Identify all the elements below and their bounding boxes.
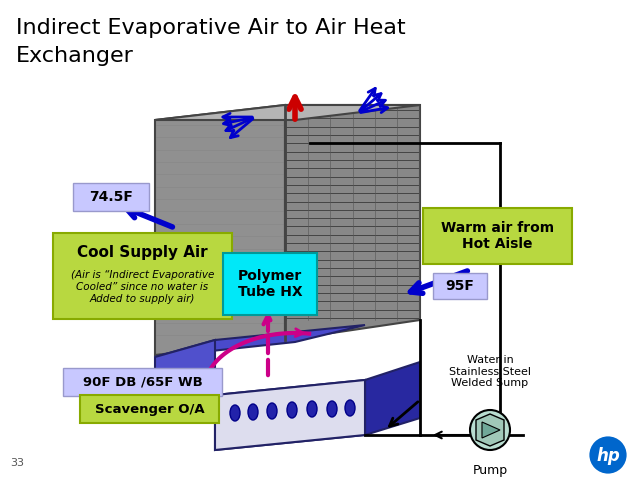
FancyBboxPatch shape: [80, 395, 219, 423]
Text: Cool Supply Air: Cool Supply Air: [77, 246, 208, 261]
Polygon shape: [215, 380, 365, 450]
Text: 33: 33: [10, 458, 24, 468]
Text: 90F DB /65F WB: 90F DB /65F WB: [83, 376, 203, 388]
Text: Exchanger: Exchanger: [16, 46, 134, 66]
Polygon shape: [365, 362, 420, 435]
Ellipse shape: [230, 405, 240, 421]
Ellipse shape: [267, 403, 277, 419]
Circle shape: [588, 435, 628, 475]
Text: Water in
Stainless Steel
Welded Sump: Water in Stainless Steel Welded Sump: [449, 355, 531, 388]
Ellipse shape: [248, 404, 258, 420]
Polygon shape: [285, 105, 420, 340]
Ellipse shape: [345, 400, 355, 416]
Polygon shape: [215, 380, 365, 450]
Text: 74.5F: 74.5F: [89, 190, 133, 204]
FancyBboxPatch shape: [223, 253, 317, 315]
Ellipse shape: [307, 401, 317, 417]
FancyBboxPatch shape: [423, 208, 572, 264]
Polygon shape: [155, 105, 420, 120]
Circle shape: [470, 410, 510, 450]
Ellipse shape: [287, 402, 297, 418]
Polygon shape: [482, 422, 500, 438]
Text: 95F: 95F: [445, 279, 475, 293]
Text: Warm air from
Hot Aisle: Warm air from Hot Aisle: [441, 221, 554, 251]
Text: hp: hp: [596, 447, 620, 465]
FancyBboxPatch shape: [73, 183, 149, 211]
Polygon shape: [155, 105, 285, 355]
Ellipse shape: [327, 401, 337, 417]
FancyBboxPatch shape: [53, 233, 232, 319]
Polygon shape: [155, 340, 215, 413]
Text: (Air is “Indirect Evaporative
Cooled” since no water is
Added to supply air): (Air is “Indirect Evaporative Cooled” si…: [71, 271, 214, 304]
Text: Indirect Evaporative Air to Air Heat: Indirect Evaporative Air to Air Heat: [16, 18, 406, 38]
FancyBboxPatch shape: [63, 368, 222, 396]
FancyBboxPatch shape: [433, 273, 487, 299]
Text: Scavenger O/A: Scavenger O/A: [95, 402, 205, 415]
Polygon shape: [155, 325, 365, 357]
Polygon shape: [476, 414, 504, 446]
Text: Pump: Pump: [472, 464, 508, 477]
Text: Polymer
Tube HX: Polymer Tube HX: [238, 269, 302, 299]
